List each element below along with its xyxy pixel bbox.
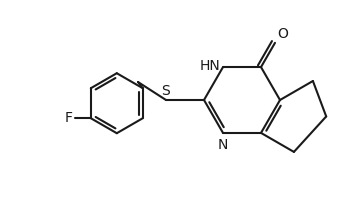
Text: S: S	[162, 84, 170, 98]
Text: N: N	[218, 138, 228, 152]
Text: O: O	[277, 27, 288, 41]
Text: HN: HN	[199, 59, 220, 73]
Text: F: F	[65, 111, 73, 125]
